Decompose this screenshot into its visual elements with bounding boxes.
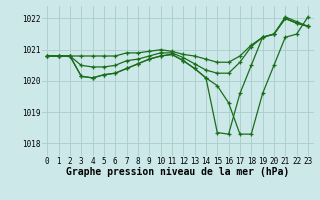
X-axis label: Graphe pression niveau de la mer (hPa): Graphe pression niveau de la mer (hPa) — [66, 167, 289, 177]
